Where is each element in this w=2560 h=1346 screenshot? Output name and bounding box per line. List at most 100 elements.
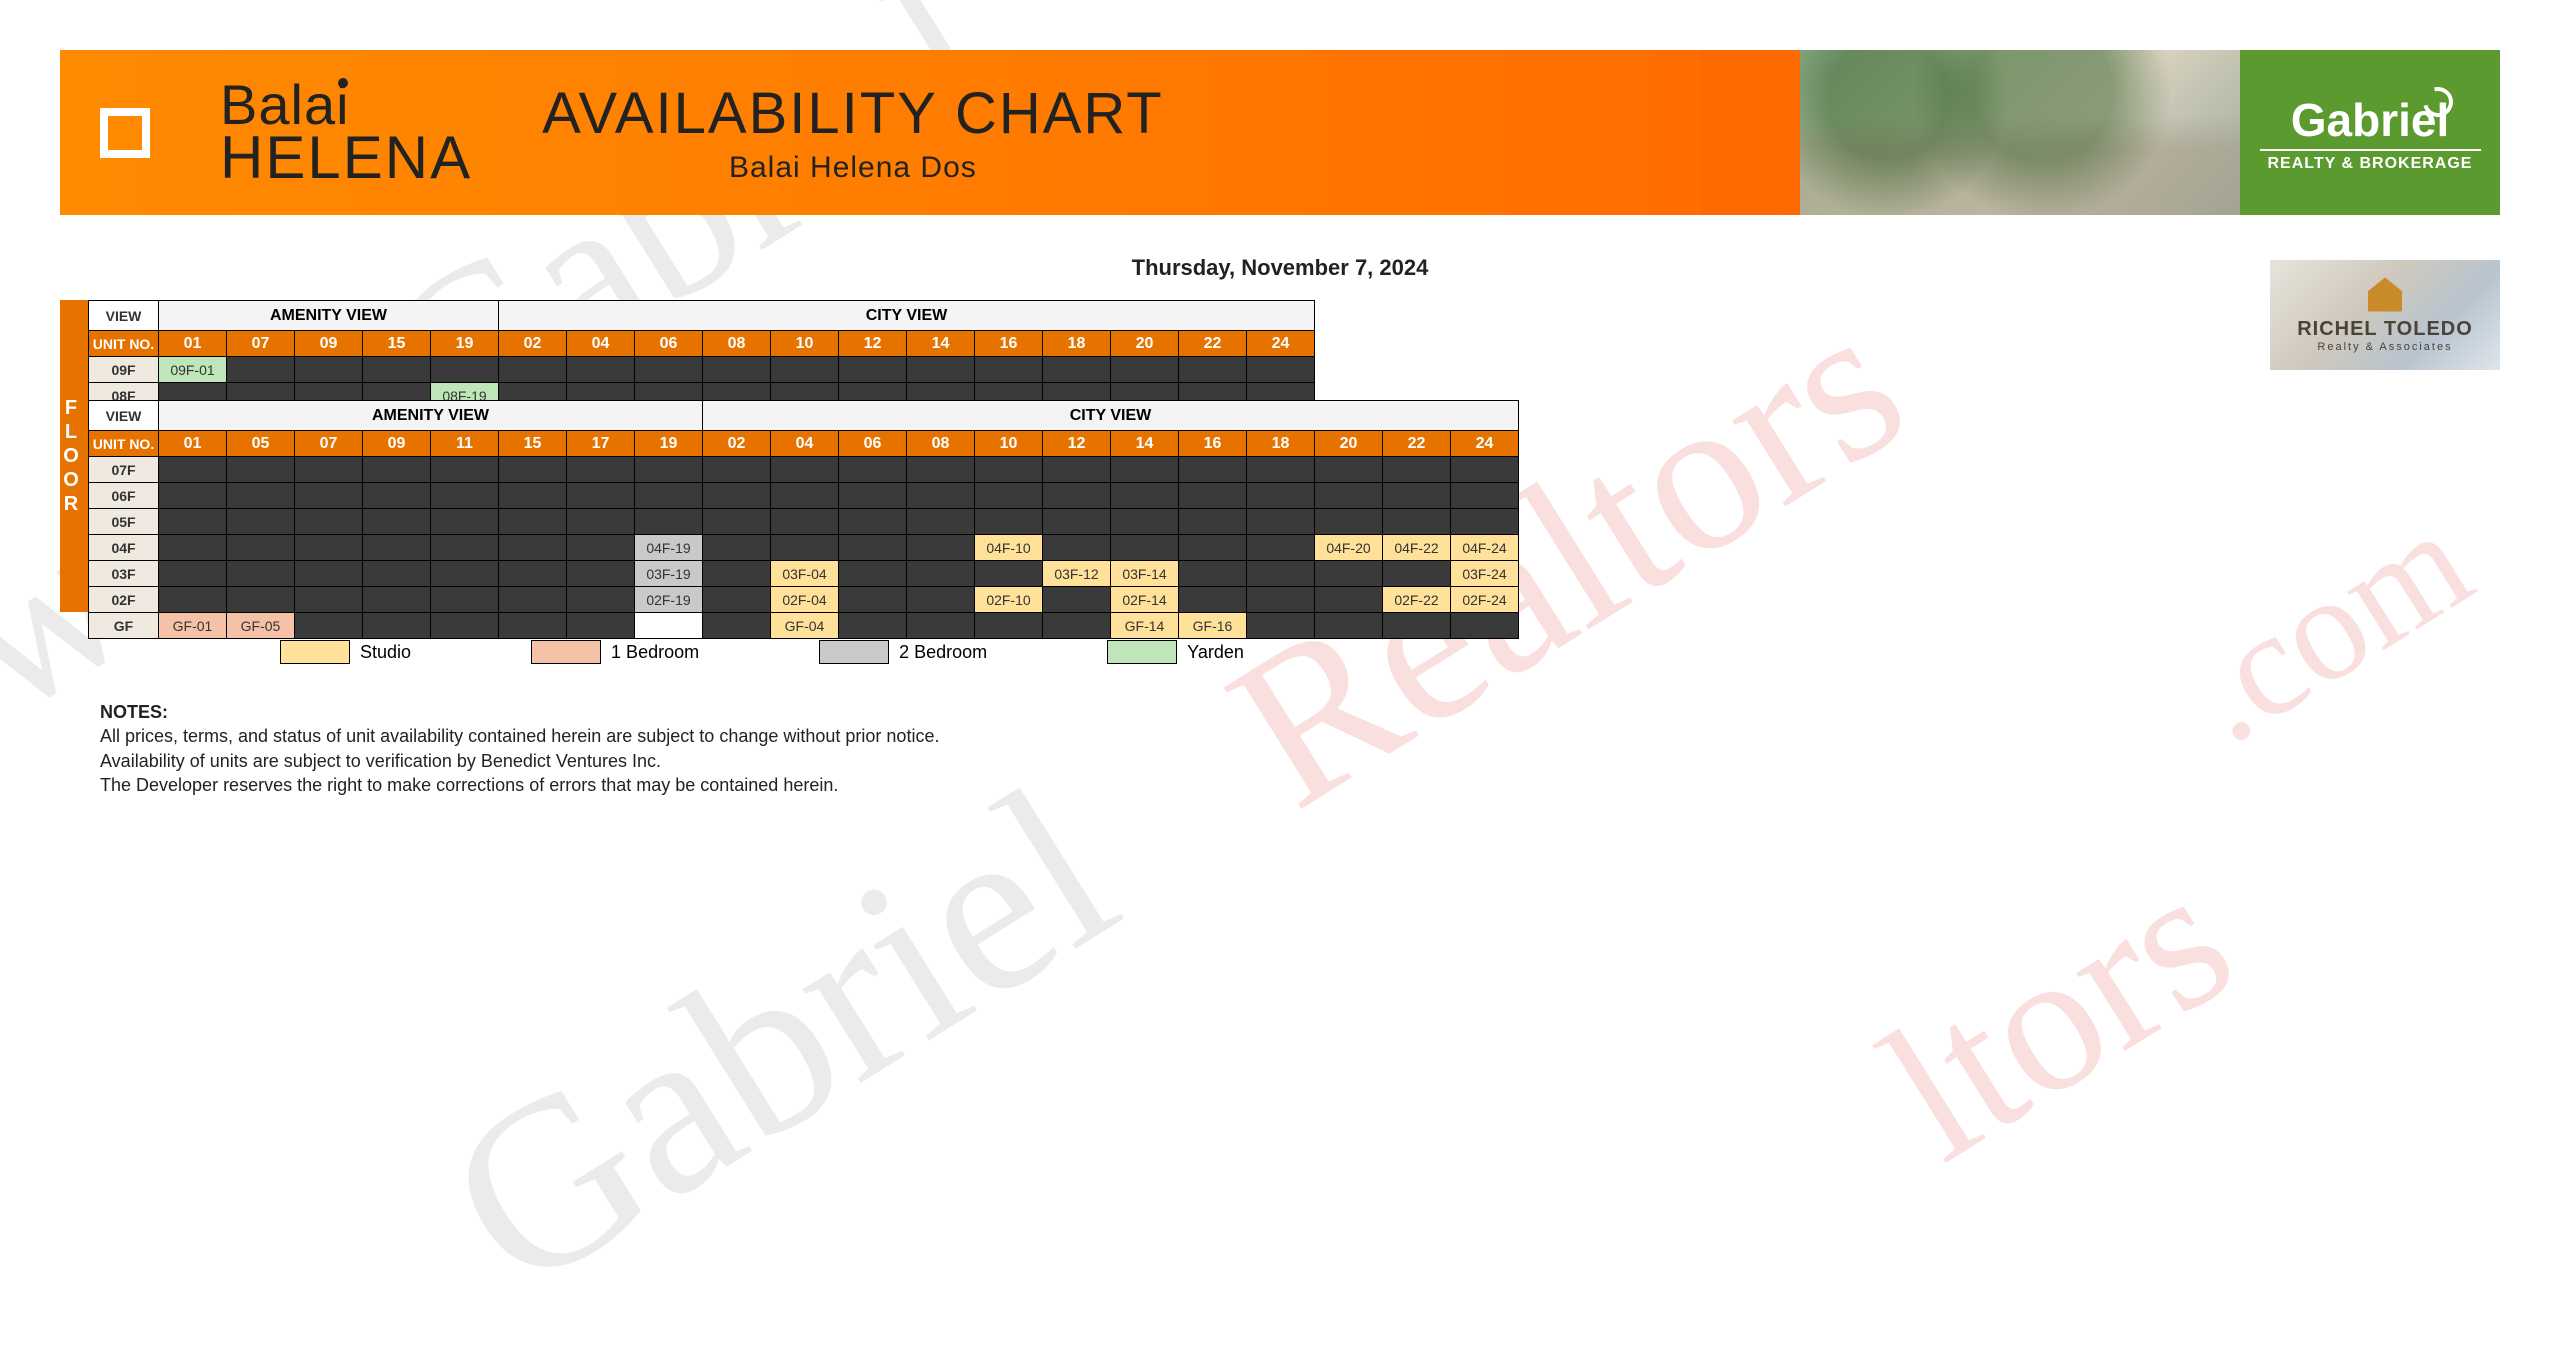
unit-cell [295,457,363,483]
unit-cell [159,509,227,535]
city-view-header: CITY VIEW [499,301,1315,331]
unit-cell [1043,587,1111,613]
unit-cell [975,357,1043,383]
unit-col-06: 06 [839,431,907,457]
unit-col-16: 16 [1179,431,1247,457]
unit-cell [567,509,635,535]
unit-cell [703,509,771,535]
unit-cell [1247,357,1315,383]
amenity-view-header: AMENITY VIEW [159,401,703,431]
title-block: AVAILABILITY CHART Balai Helena Dos [542,80,1164,185]
availability-table-lower: VIEWAMENITY VIEWCITY VIEWUNIT NO.0105070… [88,400,1519,639]
unit-cell [227,483,295,509]
unit-cell [839,357,907,383]
unit-cell [499,357,567,383]
city-view-header: CITY VIEW [703,401,1519,431]
available-unit: 02F-24 [1451,587,1519,613]
unit-cell [1451,457,1519,483]
unit-cell [499,535,567,561]
unit-cell [363,561,431,587]
legend-label: 2 Bedroom [899,642,987,663]
notes-line: All prices, terms, and status of unit av… [100,724,2460,748]
legend-swatch [280,640,350,664]
unit-col-19: 19 [635,431,703,457]
banner-orange: Balai HELENA AVAILABILITY CHART Balai He… [60,50,1800,215]
available-unit: 02F-19 [635,587,703,613]
floor-side-label: FLOOR [60,300,88,612]
view-header: VIEW [89,301,159,331]
unit-cell [703,535,771,561]
unit-cell [1247,457,1315,483]
unit-cell [1247,535,1315,561]
unit-cell [1451,509,1519,535]
unit-cell [975,457,1043,483]
unit-cell [567,457,635,483]
floor-row-04F: 04F [89,535,159,561]
unit-cell [159,457,227,483]
unit-col-20: 20 [1315,431,1383,457]
unit-cell [295,613,363,639]
available-unit: 04F-22 [1383,535,1451,561]
unit-col-18: 18 [1247,431,1315,457]
unit-cell [363,509,431,535]
unit-cell [1315,483,1383,509]
available-unit: 02F-04 [771,587,839,613]
unit-cell [295,561,363,587]
unit-cell [1043,483,1111,509]
unit-cell [431,587,499,613]
unit-cell [295,357,363,383]
legend-item-studio: Studio [280,640,411,664]
unit-cell [635,357,703,383]
unit-cell [703,613,771,639]
unit-cell [1179,587,1247,613]
notes-line: Availability of units are subject to ver… [100,749,2460,773]
unit-cell [1043,357,1111,383]
available-unit: 04F-24 [1451,535,1519,561]
available-unit: GF-01 [159,613,227,639]
banner-photo [1800,50,2240,215]
unit-col-07: 07 [295,431,363,457]
unit-cell [703,357,771,383]
available-unit: 04F-19 [635,535,703,561]
unit-cell [499,509,567,535]
unit-col-14: 14 [907,331,975,357]
unit-cell [1043,613,1111,639]
page-title: AVAILABILITY CHART [542,80,1164,147]
availability-table-upper: VIEWAMENITY VIEWCITY VIEWUNIT NO.0107091… [88,300,1315,409]
unit-cell [499,457,567,483]
unit-col-10: 10 [771,331,839,357]
unit-cell [839,483,907,509]
available-unit: GF-16 [1179,613,1247,639]
unit-cell [1315,561,1383,587]
unit-no-header: UNIT NO. [89,331,159,357]
richel-tag: Realty & Associates [2317,341,2452,353]
unit-cell [363,457,431,483]
legend-item-1br: 1 Bedroom [531,640,699,664]
watermark: Gabriel [402,730,1159,1345]
unit-col-09: 09 [363,431,431,457]
unit-col-12: 12 [1043,431,1111,457]
view-header: VIEW [89,401,159,431]
amenity-view-header: AMENITY VIEW [159,301,499,331]
unit-cell [159,587,227,613]
unit-cell [975,613,1043,639]
available-unit: GF-05 [227,613,295,639]
floor-row-07F: 07F [89,457,159,483]
unit-cell [1111,483,1179,509]
unit-cell [1315,587,1383,613]
available-unit: GF-04 [771,613,839,639]
unit-cell [567,357,635,383]
unit-cell [567,587,635,613]
unit-cell [363,357,431,383]
unit-cell [839,457,907,483]
unit-cell [771,457,839,483]
unit-col-02: 02 [703,431,771,457]
watermark: ltors [1846,823,2269,1206]
unit-cell [363,483,431,509]
header-banner: Balai HELENA AVAILABILITY CHART Balai He… [60,50,2500,215]
unit-cell [567,613,635,639]
unit-cell [907,561,975,587]
unit-col-09: 09 [295,331,363,357]
house-icon [2368,278,2402,312]
unit-cell [1111,509,1179,535]
